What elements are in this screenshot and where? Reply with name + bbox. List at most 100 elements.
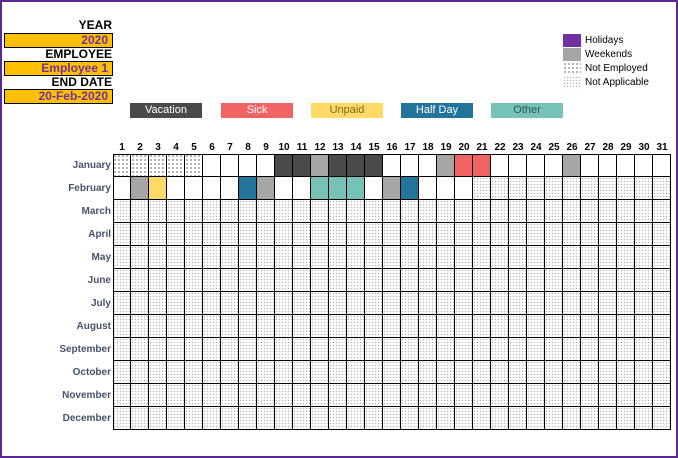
day-cell[interactable] (635, 384, 653, 407)
day-cell[interactable] (311, 384, 329, 407)
day-cell[interactable] (221, 177, 239, 200)
day-cell[interactable] (581, 269, 599, 292)
day-cell[interactable] (527, 154, 545, 177)
day-cell[interactable] (509, 315, 527, 338)
day-cell[interactable] (455, 223, 473, 246)
day-cell[interactable] (527, 407, 545, 430)
day-cell[interactable] (131, 384, 149, 407)
day-cell[interactable] (617, 361, 635, 384)
day-cell[interactable] (221, 200, 239, 223)
day-cell[interactable] (563, 177, 581, 200)
day-cell[interactable] (131, 361, 149, 384)
day-cell[interactable] (419, 269, 437, 292)
day-cell[interactable] (617, 407, 635, 430)
day-cell[interactable] (437, 269, 455, 292)
day-cell[interactable] (275, 269, 293, 292)
day-cell[interactable] (437, 361, 455, 384)
day-cell[interactable] (383, 361, 401, 384)
day-cell[interactable] (131, 154, 149, 177)
day-cell[interactable] (419, 315, 437, 338)
day-cell[interactable] (527, 200, 545, 223)
day-cell[interactable] (275, 407, 293, 430)
day-cell[interactable] (221, 246, 239, 269)
day-cell[interactable] (599, 361, 617, 384)
day-cell[interactable] (113, 269, 131, 292)
day-cell[interactable] (509, 384, 527, 407)
day-cell[interactable] (617, 292, 635, 315)
day-cell[interactable] (563, 315, 581, 338)
day-cell[interactable] (167, 384, 185, 407)
day-cell[interactable] (239, 177, 257, 200)
day-cell[interactable] (275, 154, 293, 177)
day-cell[interactable] (437, 384, 455, 407)
category-sick-button[interactable]: Sick (221, 103, 293, 118)
day-cell[interactable] (275, 338, 293, 361)
day-cell[interactable] (167, 315, 185, 338)
day-cell[interactable] (149, 407, 167, 430)
day-cell[interactable] (635, 315, 653, 338)
day-cell[interactable] (491, 246, 509, 269)
day-cell[interactable] (545, 407, 563, 430)
day-cell[interactable] (203, 292, 221, 315)
day-cell[interactable] (473, 292, 491, 315)
day-cell[interactable] (167, 200, 185, 223)
day-cell[interactable] (185, 154, 203, 177)
day-cell[interactable] (239, 384, 257, 407)
day-cell[interactable] (635, 177, 653, 200)
day-cell[interactable] (563, 200, 581, 223)
day-cell[interactable] (383, 315, 401, 338)
day-cell[interactable] (401, 292, 419, 315)
day-cell[interactable] (131, 315, 149, 338)
day-cell[interactable] (239, 246, 257, 269)
day-cell[interactable] (563, 338, 581, 361)
day-cell[interactable] (113, 292, 131, 315)
day-cell[interactable] (329, 177, 347, 200)
day-cell[interactable] (113, 315, 131, 338)
day-cell[interactable] (185, 246, 203, 269)
day-cell[interactable] (401, 407, 419, 430)
day-cell[interactable] (599, 200, 617, 223)
day-cell[interactable] (239, 338, 257, 361)
day-cell[interactable] (203, 407, 221, 430)
day-cell[interactable] (635, 361, 653, 384)
end-date-field[interactable]: 20-Feb-2020 (4, 89, 113, 104)
day-cell[interactable] (383, 200, 401, 223)
day-cell[interactable] (149, 338, 167, 361)
day-cell[interactable] (581, 338, 599, 361)
day-cell[interactable] (203, 315, 221, 338)
day-cell[interactable] (491, 407, 509, 430)
day-cell[interactable] (131, 338, 149, 361)
day-cell[interactable] (203, 154, 221, 177)
day-cell[interactable] (257, 177, 275, 200)
day-cell[interactable] (257, 338, 275, 361)
day-cell[interactable] (599, 223, 617, 246)
day-cell[interactable] (383, 154, 401, 177)
day-cell[interactable] (131, 200, 149, 223)
day-cell[interactable] (203, 361, 221, 384)
day-cell[interactable] (509, 223, 527, 246)
day-cell[interactable] (383, 223, 401, 246)
day-cell[interactable] (149, 154, 167, 177)
day-cell[interactable] (491, 292, 509, 315)
day-cell[interactable] (185, 338, 203, 361)
day-cell[interactable] (491, 338, 509, 361)
day-cell[interactable] (653, 315, 671, 338)
day-cell[interactable] (473, 246, 491, 269)
day-cell[interactable] (401, 384, 419, 407)
day-cell[interactable] (509, 407, 527, 430)
day-cell[interactable] (275, 292, 293, 315)
day-cell[interactable] (185, 269, 203, 292)
day-cell[interactable] (473, 223, 491, 246)
day-cell[interactable] (365, 269, 383, 292)
day-cell[interactable] (185, 315, 203, 338)
day-cell[interactable] (131, 246, 149, 269)
day-cell[interactable] (527, 246, 545, 269)
day-cell[interactable] (527, 292, 545, 315)
day-cell[interactable] (527, 384, 545, 407)
day-cell[interactable] (617, 338, 635, 361)
day-cell[interactable] (347, 246, 365, 269)
day-cell[interactable] (491, 315, 509, 338)
day-cell[interactable] (383, 292, 401, 315)
day-cell[interactable] (527, 223, 545, 246)
day-cell[interactable] (635, 200, 653, 223)
